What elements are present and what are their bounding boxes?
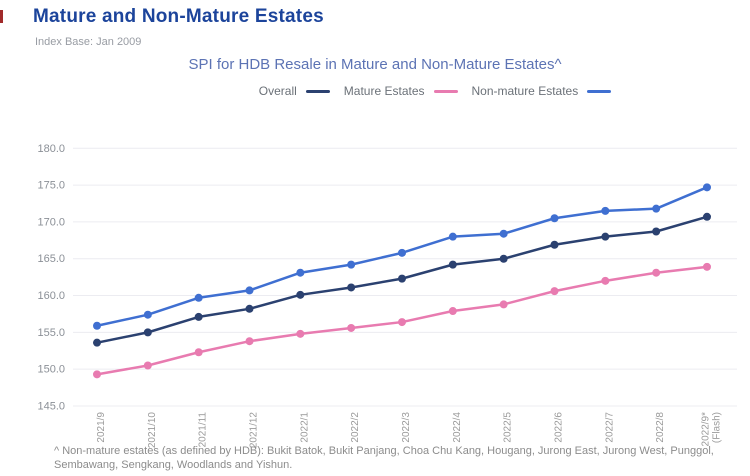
data-point-overall: [143, 328, 152, 337]
data-point-overall: [448, 260, 457, 269]
data-point-overall: [397, 274, 406, 283]
legend-swatch: [433, 89, 458, 93]
data-point-non-mature-estates: [601, 206, 610, 215]
legend-label: Non-mature Estates: [471, 84, 579, 98]
data-point-overall: [499, 254, 508, 263]
data-point-non-mature-estates: [448, 232, 457, 241]
svg-text:2022/9*: 2022/9*: [700, 412, 711, 447]
spi-line-chart: 145.0 150.0 155.0 160.0 165.0 170.0 175.0 180.0…: [37, 143, 737, 449]
x-axis-tick-label: 2021/12: [248, 412, 259, 449]
x-axis-tick-label: 2022/8: [655, 412, 666, 443]
data-point-non-mature-estates: [550, 214, 559, 223]
data-point-non-mature-estates: [194, 293, 203, 302]
legend-label: Mature Estates: [343, 84, 425, 98]
svg-text:2021/10: 2021/10: [147, 412, 158, 449]
y-axis-tick-label: 150.0: [37, 364, 65, 376]
data-point-non-mature-estates: [296, 268, 305, 277]
data-point-non-mature-estates: [652, 204, 661, 213]
svg-text:2021/12: 2021/12: [248, 412, 259, 449]
y-axis-tick-label: 145.0: [37, 401, 65, 413]
svg-text:2022/3: 2022/3: [401, 412, 412, 443]
svg-text:2022/6: 2022/6: [553, 412, 564, 443]
y-axis-tick-label: 155.0: [37, 327, 65, 339]
page-title: Mature and Non-Mature Estates: [33, 6, 324, 27]
y-axis-tick-label: 170.0: [37, 216, 65, 228]
legend-item-mature-estates[interactable]: Mature Estates: [344, 84, 458, 98]
legend-swatch: [587, 89, 612, 93]
svg-text:2022/2: 2022/2: [350, 412, 361, 443]
data-point-mature-estates: [652, 268, 661, 277]
data-point-overall: [550, 240, 559, 249]
data-point-overall: [245, 304, 254, 313]
chart-legend: Overall Mature Estates Non-mature Estates: [120, 84, 750, 98]
data-point-mature-estates: [550, 287, 559, 296]
y-axis-tick-label: 165.0: [37, 253, 65, 265]
data-point-mature-estates: [702, 262, 711, 271]
legend-item-non-mature-estates[interactable]: Non-mature Estates: [472, 84, 612, 98]
svg-text:2022/5: 2022/5: [503, 412, 514, 443]
data-point-mature-estates: [601, 276, 610, 285]
y-axis-tick-label: 180.0: [37, 143, 65, 155]
legend-item-overall[interactable]: Overall: [259, 84, 330, 98]
data-point-non-mature-estates: [93, 321, 101, 330]
index-base-note: Index Base: Jan 2009: [35, 36, 142, 48]
x-axis-tick-label: 2022/9* (Flash): [700, 412, 722, 447]
svg-text:2021/11: 2021/11: [198, 412, 209, 448]
data-point-non-mature-estates: [499, 229, 508, 238]
data-point-mature-estates: [245, 337, 254, 346]
data-point-overall: [652, 227, 661, 236]
data-point-mature-estates: [347, 323, 356, 332]
x-axis-tick-label: 2021/9: [96, 412, 107, 443]
data-point-overall: [296, 290, 305, 299]
svg-text:2022/1: 2022/1: [299, 412, 310, 443]
svg-text:2022/8: 2022/8: [655, 412, 666, 443]
data-point-non-mature-estates: [702, 183, 711, 192]
data-point-overall: [194, 312, 203, 321]
x-axis-tick-label: 2022/1: [299, 412, 310, 443]
x-axis-tick-label: 2021/11: [198, 412, 209, 448]
data-point-overall: [601, 232, 610, 241]
svg-text:2022/4: 2022/4: [452, 412, 463, 443]
x-axis-tick-label: 2021/10: [147, 412, 158, 449]
x-axis-tick-label: 2022/6: [553, 412, 564, 443]
x-axis-tick-label: 2022/3: [401, 412, 412, 443]
svg-text:2022/7: 2022/7: [604, 412, 615, 443]
data-point-mature-estates: [499, 300, 508, 309]
svg-text:2021/9: 2021/9: [96, 412, 107, 443]
legend-label: Overall: [258, 84, 297, 98]
data-point-mature-estates: [397, 318, 406, 327]
data-point-overall: [702, 212, 711, 221]
x-axis-tick-label: 2022/4: [452, 412, 463, 443]
footnote: ^ Non-mature estates (as defined by HDB)…: [54, 445, 714, 471]
legend-swatch: [305, 89, 330, 93]
x-axis-tick-label: 2022/7: [604, 412, 615, 443]
y-axis-tick-label: 175.0: [37, 180, 65, 192]
data-point-overall: [347, 283, 356, 292]
data-point-non-mature-estates: [397, 248, 406, 257]
data-point-mature-estates: [143, 361, 152, 370]
chart-title: SPI for HDB Resale in Mature and Non-Mat…: [188, 56, 562, 73]
data-point-overall: [93, 338, 101, 347]
data-point-non-mature-estates: [143, 310, 152, 319]
data-point-mature-estates: [448, 307, 457, 316]
y-axis-tick-label: 160.0: [37, 290, 65, 302]
left-edge-accent: [0, 10, 3, 23]
data-point-non-mature-estates: [347, 260, 356, 269]
x-axis-tick-label: 2022/2: [350, 412, 361, 443]
data-point-non-mature-estates: [245, 286, 254, 295]
x-axis-tick-label: 2022/5: [503, 412, 514, 443]
data-point-mature-estates: [296, 329, 305, 338]
data-point-mature-estates: [93, 370, 101, 379]
data-point-mature-estates: [194, 348, 203, 357]
svg-text:(Flash): (Flash): [711, 412, 722, 443]
